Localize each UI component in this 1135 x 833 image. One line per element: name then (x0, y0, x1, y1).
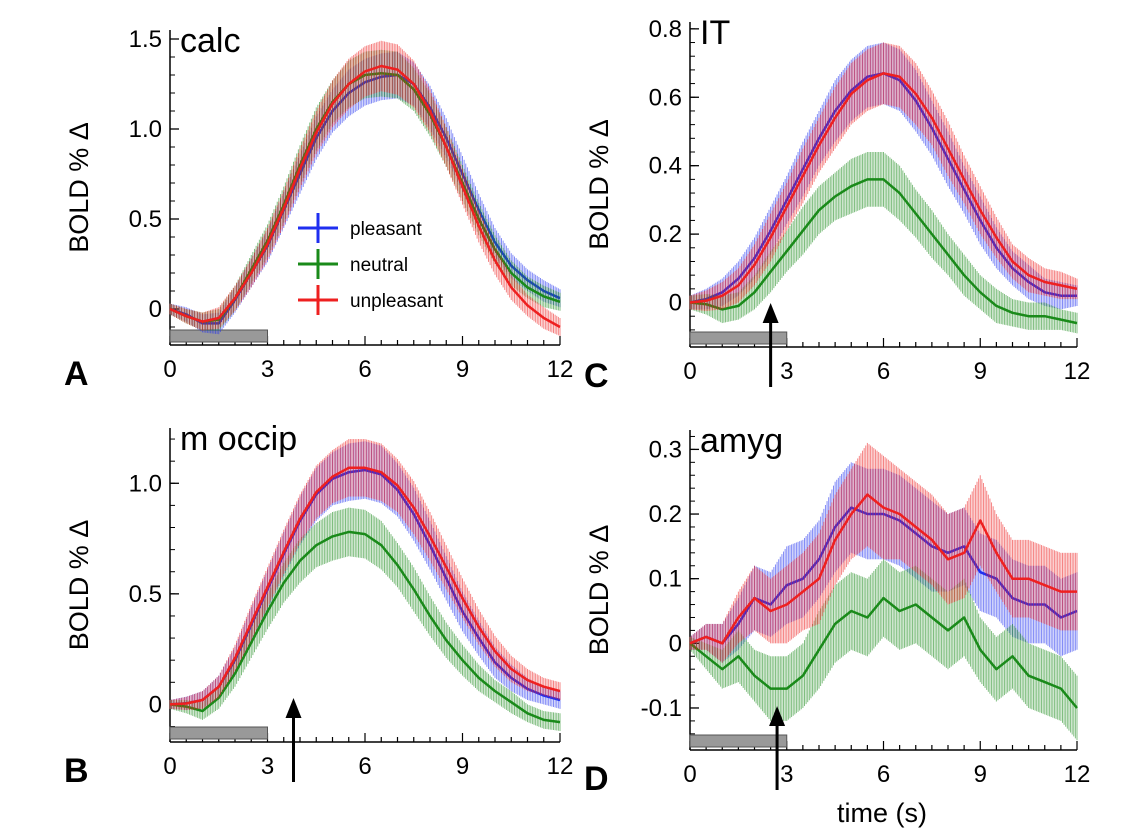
series-unpleasant (689, 42, 1078, 312)
y-tick-label: 0.2 (649, 501, 682, 528)
y-tick-label: 1.0 (129, 470, 162, 497)
y-tick-label: 0 (669, 290, 682, 317)
series-line-unpleasant (689, 72, 1078, 304)
series-neutral (689, 152, 1078, 334)
y-tick-label: 0.4 (649, 153, 682, 180)
panel-title: IT (700, 14, 730, 52)
series-line-unpleasant (689, 493, 1077, 645)
y-tick-label: 0.8 (649, 16, 682, 43)
x-tick-label: 3 (261, 356, 274, 383)
series-line-pleasant (169, 73, 561, 325)
x-tick-label: 0 (163, 356, 176, 383)
stimulus-bar (689, 734, 788, 748)
y-tick-label: 0.5 (129, 581, 162, 608)
x-tick-label: 9 (456, 753, 469, 780)
panel-title: m occip (180, 420, 297, 458)
x-tick-label: 12 (1064, 761, 1091, 788)
series-line-unpleasant (169, 64, 561, 329)
x-tick-label: 0 (683, 358, 696, 385)
x-tick-label: 9 (974, 358, 987, 385)
panels: 0 3 6 9 12 0 0.5 1.0 1.5 BOLD % Δ calc A 0 3 6 9 12 0 0.5 1… (64, 14, 1090, 798)
stimulus-bar (689, 331, 788, 345)
y-axis-label: BOLD % Δ (64, 520, 94, 651)
x-tick-label: 9 (456, 356, 469, 383)
legend: pleasant neutral unpleasant (298, 213, 444, 315)
series-line-neutral (169, 530, 561, 724)
x-tick-label: 9 (974, 761, 987, 788)
onset-arrow-head (762, 303, 779, 323)
x-tick-label: 6 (358, 356, 371, 383)
panel-letter: A (64, 355, 89, 393)
x-tick-label: 3 (780, 761, 793, 788)
y-tick-label: 0.2 (649, 221, 682, 248)
legend-label: pleasant (350, 219, 423, 240)
series-line-neutral (689, 178, 1078, 325)
y-tick-label: 0.6 (649, 84, 682, 111)
x-tick-label: 6 (877, 358, 890, 385)
y-tick-label: -0.1 (641, 695, 682, 722)
onset-arrow-head (769, 706, 786, 726)
y-tick-label: 0.3 (649, 436, 682, 463)
panel-letter: C (584, 357, 609, 395)
stimulus-bar (169, 726, 268, 740)
x-tick-label: 12 (547, 753, 574, 780)
y-tick-label: 0.5 (129, 206, 162, 233)
series-neutral (689, 559, 1078, 741)
x-axis-label: time (s) (837, 798, 927, 828)
series-line-unpleasant (169, 466, 561, 706)
y-axis-label: BOLD % Δ (584, 119, 614, 250)
legend-entry-neutral: neutral (298, 249, 408, 279)
y-tick-label: 0.1 (649, 566, 682, 593)
legend-entry-pleasant: pleasant (298, 213, 423, 243)
series-unpleasant (169, 439, 561, 711)
series-unpleasant (689, 442, 1078, 663)
panel-letter: B (64, 752, 89, 790)
legend-entry-unpleasant: unpleasant (298, 285, 444, 315)
panel-letter: D (584, 760, 609, 798)
y-tick-label: 1.0 (129, 116, 162, 143)
x-tick-label: 0 (163, 753, 176, 780)
x-tick-label: 3 (780, 358, 793, 385)
legend-label: neutral (350, 255, 408, 276)
series-neutral (169, 507, 561, 731)
x-tick-label: 12 (1064, 358, 1091, 385)
x-tick-label: 6 (877, 761, 890, 788)
series-unpleasant (169, 40, 561, 336)
x-tick-label: 6 (358, 753, 371, 780)
panel-title: calc (180, 22, 240, 60)
panel-title: amyg (700, 422, 783, 460)
error-bars-neutral (169, 507, 561, 731)
panel-c: 0 3 6 9 12 0 0.2 0.4 0.6 0.8 BOLD % Δ IT C (584, 14, 1090, 395)
y-tick-label: 1.5 (129, 26, 162, 53)
legend-label: unpleasant (350, 291, 444, 312)
onset-arrow-head (285, 698, 302, 718)
panel-a: 0 3 6 9 12 0 0.5 1.0 1.5 BOLD % Δ calc A (64, 22, 573, 393)
panel-b: 0 3 6 9 12 0 0.5 1.0 BOLD % Δ m occip B (64, 420, 573, 790)
y-axis-label: BOLD % Δ (64, 122, 94, 253)
series-line-neutral (689, 596, 1078, 709)
panel-d: 0 3 6 9 12 -0.1 0 0.1 0.2 0.3 BOLD % Δ amyg D (584, 422, 1090, 798)
y-tick-label: 0 (149, 691, 162, 718)
y-tick-label: 0 (669, 630, 682, 657)
x-tick-label: 12 (547, 356, 574, 383)
y-axis-label: BOLD % Δ (584, 525, 614, 656)
x-tick-label: 0 (683, 761, 696, 788)
y-tick-label: 0 (149, 296, 162, 323)
x-tick-label: 3 (261, 753, 274, 780)
